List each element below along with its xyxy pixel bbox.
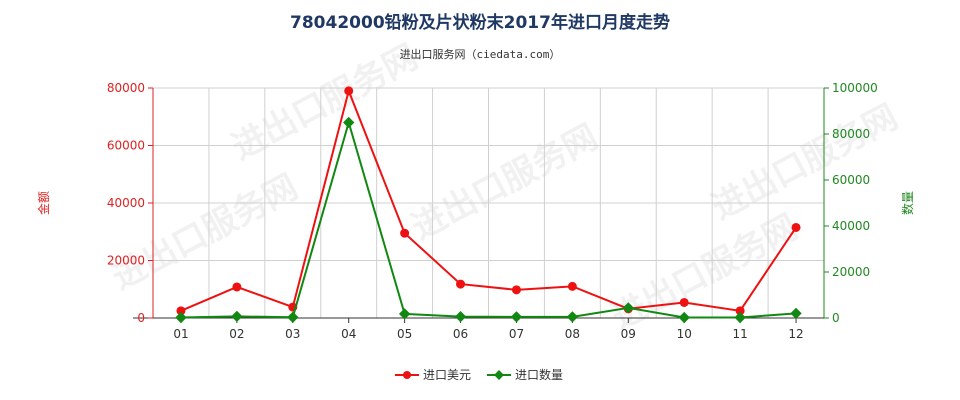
legend-swatch-marker [494,370,504,380]
series-line-2 [180,118,797,319]
right-tick-label: 20000 [832,265,870,279]
series-1-point [567,281,577,291]
series-line-1 [180,87,797,312]
series-2-point [454,310,467,323]
watermark-text: 进出口服务网 [405,117,604,248]
left-tick-label: 40000 [107,196,145,210]
x-tick-label: 01 [173,327,188,341]
watermark-text: 进出口服务网 [705,97,904,228]
left-tick-label: 0 [137,311,145,325]
x-tick-label: 04 [341,327,356,341]
watermark-text: 进出口服务网 [225,37,424,168]
x-tick-label: 11 [732,327,747,341]
series-1-point [400,228,410,238]
chart-subtitle: 进出口服务网（ciedata.com） [400,47,561,61]
series-2-point [566,311,579,323]
watermark-text: 进出口服务网 [105,167,304,298]
right-tick-label: 80000 [832,127,870,141]
series-2-point [398,308,411,320]
series-1-point [511,285,521,295]
x-tick-label: 10 [677,327,692,341]
left-axis-label: 金额 [36,191,51,215]
legend-label: 进口数量 [515,367,563,382]
series-2-point [287,311,299,323]
right-tick-label: 40000 [832,219,870,233]
series-1-point [735,306,745,316]
series-2-point [790,307,802,320]
series-2-point [678,311,690,324]
x-tick-label: 06 [453,327,468,341]
x-tick-label: 05 [397,327,412,341]
x-tick-label: 03 [285,327,300,341]
series-2-point [622,302,634,314]
series-1-point [232,282,242,292]
right-axis-label: 数量 [900,191,915,215]
series-1-point [679,297,689,307]
series-1-point [344,86,354,96]
legend-label: 进口美元 [423,368,471,382]
right-tick-label: 100000 [832,81,878,95]
series-1-point [176,306,186,316]
left-tick-label: 80000 [107,81,145,95]
series-2-point [734,311,746,324]
series-1-point [791,222,801,232]
legend-swatch-marker [403,371,411,379]
series-2-point [231,310,243,323]
series-layer [175,86,802,324]
chart-title: 78042000铅粉及片状粉末2017年进口月度走势 [290,12,670,33]
left-tick-label: 60000 [107,139,145,153]
x-tick-label: 09 [621,327,636,341]
series-2-point [510,311,523,323]
legend-item-2[interactable]: 进口数量 [487,367,563,382]
series-2-point [343,116,355,129]
series-1-point [456,279,466,289]
axes: 0 20000 40000 60000 80000 0 20000 40000 60000 800… [107,81,878,341]
series-2-point [175,311,187,324]
left-tick-label: 20000 [107,254,145,268]
right-tick-label: 0 [832,311,840,325]
x-tick-label: 12 [788,327,803,341]
right-tick-label: 60000 [832,173,870,187]
x-tick-label: 07 [509,327,524,341]
legend-item-1[interactable]: 进口美元 [395,368,471,382]
legend[interactable]: 进口美元 进口数量 [395,367,563,382]
x-tick-label: 08 [565,327,580,341]
x-tick-label: 02 [229,327,244,341]
